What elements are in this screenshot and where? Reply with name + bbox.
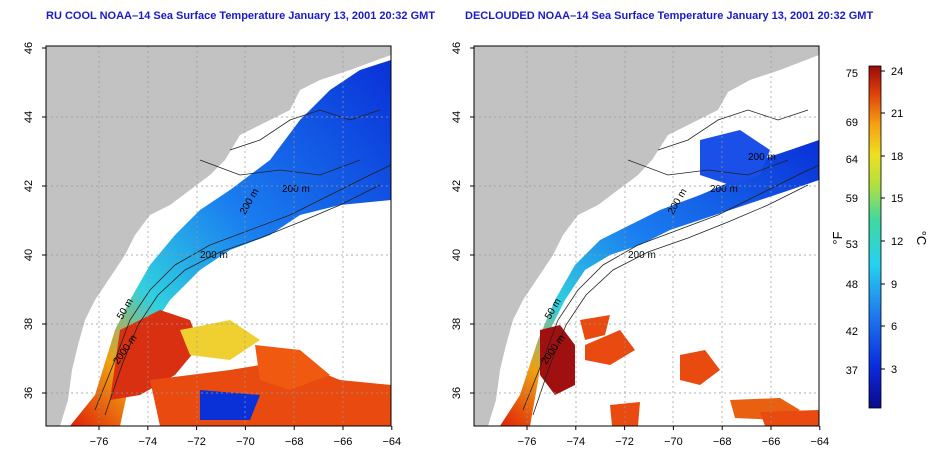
y-tick-label: 42 [23, 180, 35, 192]
y-tick-label: 42 [451, 180, 463, 192]
celsius-tick-label: 6 [891, 321, 897, 333]
y-tick-label: 36 [23, 387, 35, 399]
x-tick-label: −72 [615, 436, 634, 448]
y-tick-label: 44 [23, 111, 35, 123]
fahrenheit-tick-label: 64 [846, 154, 858, 166]
y-tick-label: 46 [451, 42, 463, 54]
x-tick-label: −66 [762, 436, 781, 448]
fahrenheit-tick-label: 59 [846, 193, 858, 205]
celsius-unit: °C [914, 231, 929, 246]
fahrenheit-tick-label: 42 [846, 326, 858, 338]
x-tick-label: −70 [236, 436, 255, 448]
fahrenheit-tick-label: 48 [846, 279, 858, 291]
x-tick-label: −72 [187, 436, 206, 448]
y-tick-label: 38 [23, 318, 35, 330]
celsius-tick-label: 12 [891, 236, 903, 248]
colorbar [868, 65, 882, 409]
x-tick-label: −64 [810, 436, 829, 448]
x-tick-label: −64 [382, 436, 401, 448]
contour-label: 200 m [710, 184, 738, 195]
x-tick-label: −68 [713, 436, 732, 448]
celsius-tick-label: 15 [891, 193, 903, 205]
fahrenheit-unit: °F [830, 231, 845, 244]
panel-left-title: RU COOL NOAA–14 Sea Surface Temperature … [46, 10, 436, 22]
panel-right-frame [473, 45, 820, 427]
y-tick-label: 40 [23, 249, 35, 261]
x-tick-label: −66 [334, 436, 353, 448]
x-tick-label: −76 [90, 436, 109, 448]
x-tick-label: −74 [566, 436, 585, 448]
x-tick-label: −76 [518, 436, 537, 448]
x-tick-label: −68 [285, 436, 304, 448]
panel-left-frame [45, 45, 392, 427]
fahrenheit-tick-label: 69 [846, 117, 858, 129]
fahrenheit-tick-label: 75 [846, 68, 858, 80]
panel-right-title: DECLOUDED NOAA–14 Sea Surface Temperatur… [465, 10, 874, 22]
x-tick-label: −70 [664, 436, 683, 448]
panel-left-map: 200 m 200 m 200 m 50 m 2000 m [46, 46, 391, 426]
celsius-tick-label: 18 [891, 151, 903, 163]
celsius-tick-label: 24 [891, 66, 903, 78]
y-tick-label: 46 [23, 42, 35, 54]
panel-right-map: 200 m 200 m 200 m 200 m 50 m 2000 m [474, 46, 819, 426]
x-tick-label: −74 [138, 436, 157, 448]
celsius-tick-label: 3 [891, 364, 897, 376]
y-tick-label: 36 [451, 387, 463, 399]
fahrenheit-tick-label: 53 [846, 239, 858, 251]
y-tick-label: 44 [451, 111, 463, 123]
y-tick-label: 40 [451, 249, 463, 261]
celsius-tick-label: 9 [891, 279, 897, 291]
contour-label: 200 m [200, 250, 228, 261]
contour-label: 200 m [748, 152, 776, 163]
celsius-tick-label: 21 [891, 108, 903, 120]
y-tick-label: 38 [451, 318, 463, 330]
contour-label: 200 m [282, 184, 310, 195]
fahrenheit-tick-label: 37 [846, 365, 858, 377]
contour-label: 200 m [628, 250, 656, 261]
